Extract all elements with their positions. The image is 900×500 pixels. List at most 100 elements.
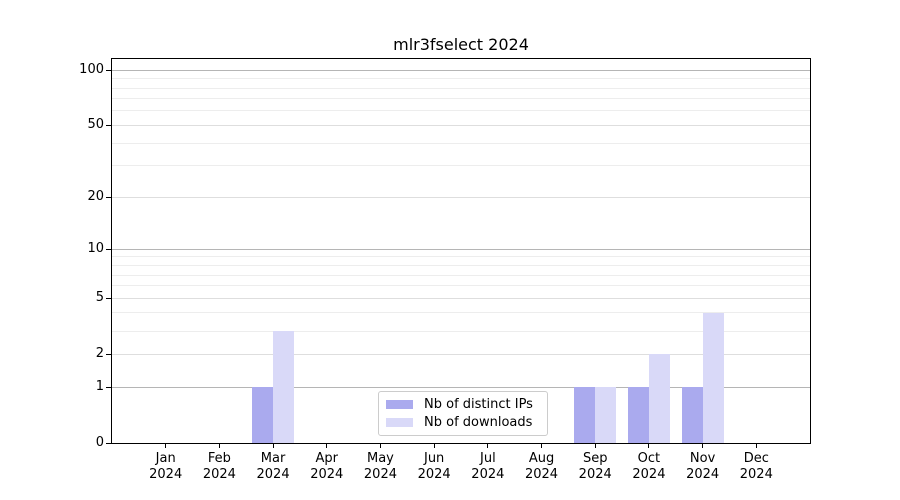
bar-downloads [648, 354, 670, 443]
bar-downloads [273, 331, 295, 443]
y-axis-tick-label: 20 [87, 189, 104, 205]
x-tick-month: Feb [207, 451, 231, 466]
y-axis-tick-label: 1 [95, 379, 104, 394]
x-tick-year: 2024 [256, 466, 290, 482]
x-tick-month: Sep [582, 451, 608, 466]
x-tick-month: Jul [480, 451, 496, 466]
y-axis-tick-mark [106, 196, 111, 198]
y-axis-tick-mark [106, 124, 111, 126]
x-tick-year: 2024 [202, 466, 236, 482]
bar-distinct-ips [574, 387, 596, 443]
y-axis-tick-mark [106, 386, 111, 388]
x-tick-month: Dec [743, 451, 769, 466]
legend-item-downloads: Nb of downloads [386, 414, 539, 432]
gridline-minor [112, 256, 810, 258]
chart-title: mlr3fselect 2024 [393, 35, 529, 54]
x-tick-month: Jan [155, 451, 176, 466]
x-tick-year: 2024 [632, 466, 666, 482]
x-tick-month: Nov [689, 451, 716, 466]
x-axis-tick-mark [541, 444, 543, 448]
legend-label-downloads: Nb of downloads [424, 414, 533, 430]
x-axis-tick-mark [594, 444, 596, 448]
x-axis-tick-label: Sep 2024 [555, 451, 635, 482]
x-axis-tick-label: Nov 2024 [663, 451, 743, 482]
x-axis-tick-mark [487, 444, 489, 448]
x-axis-tick-label: Feb 2024 [179, 451, 259, 482]
x-axis-tick-label: Jun 2024 [394, 451, 474, 482]
x-tick-year: 2024 [363, 466, 397, 482]
x-axis-tick-mark [648, 444, 650, 448]
x-axis-tick-label: Apr 2024 [287, 451, 367, 482]
gridline-minor [112, 265, 810, 266]
y-axis-tick-label: 2 [95, 346, 104, 362]
gridline-minor [112, 110, 810, 112]
x-axis-tick-label: May 2024 [340, 451, 420, 482]
x-tick-year: 2024 [417, 466, 451, 482]
x-axis-tick-mark [755, 444, 757, 448]
x-axis-tick-mark [326, 444, 328, 448]
x-axis-tick-label: Jan 2024 [126, 451, 206, 482]
gridline-minor [112, 142, 810, 144]
y-axis-tick-mark [106, 442, 111, 444]
legend: Nb of distinct IPs Nb of downloads [378, 391, 548, 436]
gridline-labeled-minor [112, 297, 810, 299]
bar-distinct-ips [681, 387, 703, 443]
y-axis-tick-label: 10 [87, 241, 104, 257]
x-tick-year: 2024 [578, 466, 612, 482]
x-axis-tick-mark [218, 444, 220, 448]
gridline-labeled-minor [112, 196, 810, 198]
x-axis-tick-mark [272, 444, 274, 448]
x-axis-tick-label: Mar 2024 [233, 451, 313, 482]
x-axis-tick-label: Aug 2024 [502, 451, 582, 482]
gridline-minor [112, 285, 810, 287]
gridline-minor [112, 330, 810, 332]
x-tick-year: 2024 [310, 466, 344, 482]
gridline-minor [112, 78, 810, 80]
gridline-labeled-minor [112, 353, 810, 355]
x-tick-year: 2024 [686, 466, 720, 482]
y-axis-tick-label: 0 [95, 435, 104, 450]
legend-swatch-downloads [386, 417, 413, 427]
gridline-minor [112, 274, 810, 276]
y-axis-tick-mark [106, 69, 111, 71]
gridline-minor [112, 87, 810, 89]
gridline-minor [112, 165, 810, 167]
x-axis-tick-label: Oct 2024 [609, 451, 689, 482]
plot-area [111, 58, 811, 444]
y-axis-tick-label: 50 [87, 117, 104, 133]
bar-downloads [595, 387, 617, 443]
gridline-major [112, 69, 810, 71]
bar-distinct-ips [252, 387, 274, 443]
x-tick-year: 2024 [739, 466, 773, 482]
gridline-major [112, 386, 810, 388]
y-axis-tick-mark [106, 297, 111, 299]
x-tick-month: Aug [528, 451, 555, 466]
y-axis-tick-mark [106, 353, 111, 355]
x-axis-tick-mark [702, 444, 704, 448]
gridline-minor [112, 98, 810, 100]
x-tick-month: Apr [315, 451, 339, 466]
x-tick-month: Oct [637, 451, 661, 466]
x-tick-year: 2024 [149, 466, 183, 482]
gridline-major [112, 248, 810, 250]
x-axis-tick-mark [433, 444, 435, 448]
x-tick-month: May [367, 451, 394, 466]
legend-swatch-distinct-ips [386, 400, 413, 410]
y-axis-tick-label: 100 [79, 62, 104, 78]
gridline-minor [112, 312, 810, 314]
y-axis-tick-mark [106, 248, 111, 250]
x-tick-year: 2024 [471, 466, 505, 482]
y-axis-tick-label: 5 [95, 290, 104, 306]
x-tick-month: Mar [260, 451, 286, 466]
x-tick-month: Jun [423, 451, 445, 466]
legend-item-distinct-ips: Nb of distinct IPs [386, 396, 539, 414]
x-axis-tick-label: Dec 2024 [716, 451, 796, 482]
bar-downloads [702, 312, 724, 443]
x-axis-tick-mark [379, 444, 381, 448]
bar-distinct-ips [627, 387, 649, 443]
gridline-labeled-minor [112, 124, 810, 126]
x-axis-tick-mark [165, 444, 167, 448]
legend-label-distinct-ips: Nb of distinct IPs [424, 397, 533, 413]
x-axis-tick-label: Jul 2024 [448, 451, 528, 482]
